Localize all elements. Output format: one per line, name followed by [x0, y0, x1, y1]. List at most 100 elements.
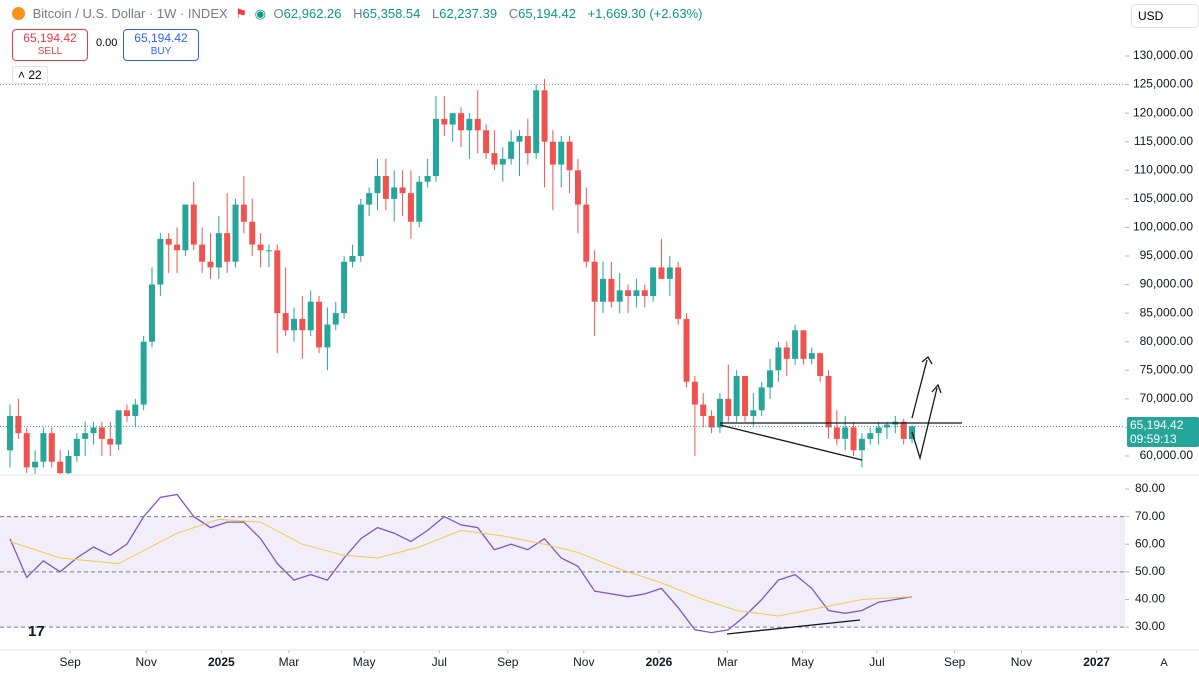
- candle-body: [232, 204, 239, 262]
- candle-body: [825, 376, 832, 428]
- y-tick-label: 85,000.00: [1140, 305, 1194, 319]
- candle-body: [716, 398, 723, 428]
- candle-body: [316, 301, 323, 348]
- x-tick-label: Jul: [869, 655, 884, 669]
- currency-select[interactable]: USD: [1131, 4, 1199, 28]
- x-tick-label: 2026: [646, 655, 673, 669]
- candle-body: [123, 410, 130, 416]
- candle-body: [157, 238, 164, 285]
- x-tick-label: Mar: [279, 655, 300, 669]
- candle-body: [792, 330, 799, 359]
- candle-body: [608, 278, 615, 302]
- candle-body: [132, 404, 139, 416]
- candle-body: [783, 347, 790, 359]
- candle-body: [149, 284, 156, 342]
- candle-body: [800, 330, 807, 359]
- candle-body: [850, 427, 857, 451]
- candle-body: [374, 176, 381, 194]
- candle-body: [391, 187, 398, 199]
- candle-body: [867, 433, 874, 439]
- y-tick-label: 60,000.00: [1140, 448, 1194, 462]
- candle-body: [349, 256, 356, 262]
- candle-body: [858, 438, 865, 451]
- sell-button[interactable]: 65,194.42 SELL: [12, 29, 88, 61]
- candle-body: [700, 404, 707, 416]
- status-dot: ◉: [254, 6, 266, 21]
- candle-body: [107, 438, 114, 445]
- y-tick-label: 75,000.00: [1140, 362, 1194, 376]
- candle-body: [566, 141, 573, 171]
- candle-body: [324, 324, 331, 348]
- y-tick-label: 70.00: [1135, 509, 1165, 523]
- candle-body: [240, 204, 247, 222]
- candle-body: [57, 461, 64, 474]
- candle-body: [407, 193, 414, 222]
- candle-body: [616, 290, 623, 302]
- candle-body: [683, 318, 690, 382]
- candle-body: [750, 410, 757, 416]
- candle-body: [399, 187, 406, 194]
- arrow: [911, 359, 928, 419]
- candle-body: [307, 301, 314, 331]
- rsi-line: [9, 493, 913, 634]
- indicators-toggle[interactable]: ˄ 22: [12, 66, 48, 84]
- candle-body: [483, 130, 490, 154]
- candle-body: [641, 290, 648, 296]
- price-tag: 65,194.42 09:59:13: [1127, 417, 1199, 448]
- candle-body: [808, 353, 815, 359]
- trend-line: [726, 619, 861, 635]
- candle-body: [541, 90, 548, 142]
- candle-body: [441, 118, 448, 125]
- candle-body: [190, 204, 197, 245]
- candle-body: [15, 416, 22, 434]
- flag[interactable]: ⚑: [235, 6, 247, 21]
- candle-body: [691, 381, 698, 405]
- candle-body: [299, 318, 306, 331]
- candle-body: [741, 376, 748, 416]
- candle-body: [533, 90, 540, 154]
- logo: 17: [28, 623, 45, 640]
- candle-body: [817, 353, 824, 376]
- candle-body: [524, 136, 531, 154]
- x-tick-label: Sep: [59, 655, 81, 669]
- y-tick-label: 100,000.00: [1133, 220, 1193, 234]
- auto-scale[interactable]: A: [1160, 657, 1168, 669]
- candle-body: [249, 221, 256, 245]
- candle-body: [140, 341, 147, 405]
- candle-body: [341, 261, 348, 314]
- candle-body: [7, 416, 14, 451]
- candle-body: [199, 244, 206, 262]
- y-tick-label: 125,000.00: [1133, 77, 1193, 91]
- ohlc-o: O62,962.26: [273, 6, 342, 21]
- candle-body: [625, 290, 632, 296]
- ohlc-h: H65,358.54: [353, 6, 421, 21]
- candle-body: [558, 141, 565, 165]
- candle-body: [758, 387, 765, 411]
- candle-body: [675, 267, 682, 319]
- y-tick-label: 80,000.00: [1140, 334, 1194, 348]
- candle-body: [90, 427, 97, 434]
- x-tick-label: Nov: [1011, 655, 1032, 669]
- candle-body: [215, 233, 222, 268]
- candle-body: [174, 244, 181, 251]
- y-tick-label: 130,000.00: [1133, 48, 1193, 62]
- candle-body: [549, 141, 556, 165]
- candle-body: [900, 421, 907, 439]
- candle-body: [775, 347, 782, 371]
- candle-body: [516, 136, 523, 142]
- candle-body: [416, 181, 423, 222]
- spread: 0.00: [96, 37, 118, 49]
- candle-body: [508, 141, 515, 159]
- ohlc-c: C65,194.42: [508, 6, 576, 21]
- candle-body: [583, 204, 590, 262]
- y-tick-label: 70,000.00: [1140, 391, 1194, 405]
- candle-body: [82, 433, 89, 439]
- candle-body: [491, 153, 498, 165]
- candle-body: [357, 204, 364, 256]
- buy-button[interactable]: 65,194.42 BUY: [123, 29, 199, 61]
- candle-body: [98, 427, 105, 439]
- candle-body: [633, 290, 640, 296]
- y-tick-label: 60.00: [1135, 536, 1165, 550]
- candle-body: [207, 261, 214, 268]
